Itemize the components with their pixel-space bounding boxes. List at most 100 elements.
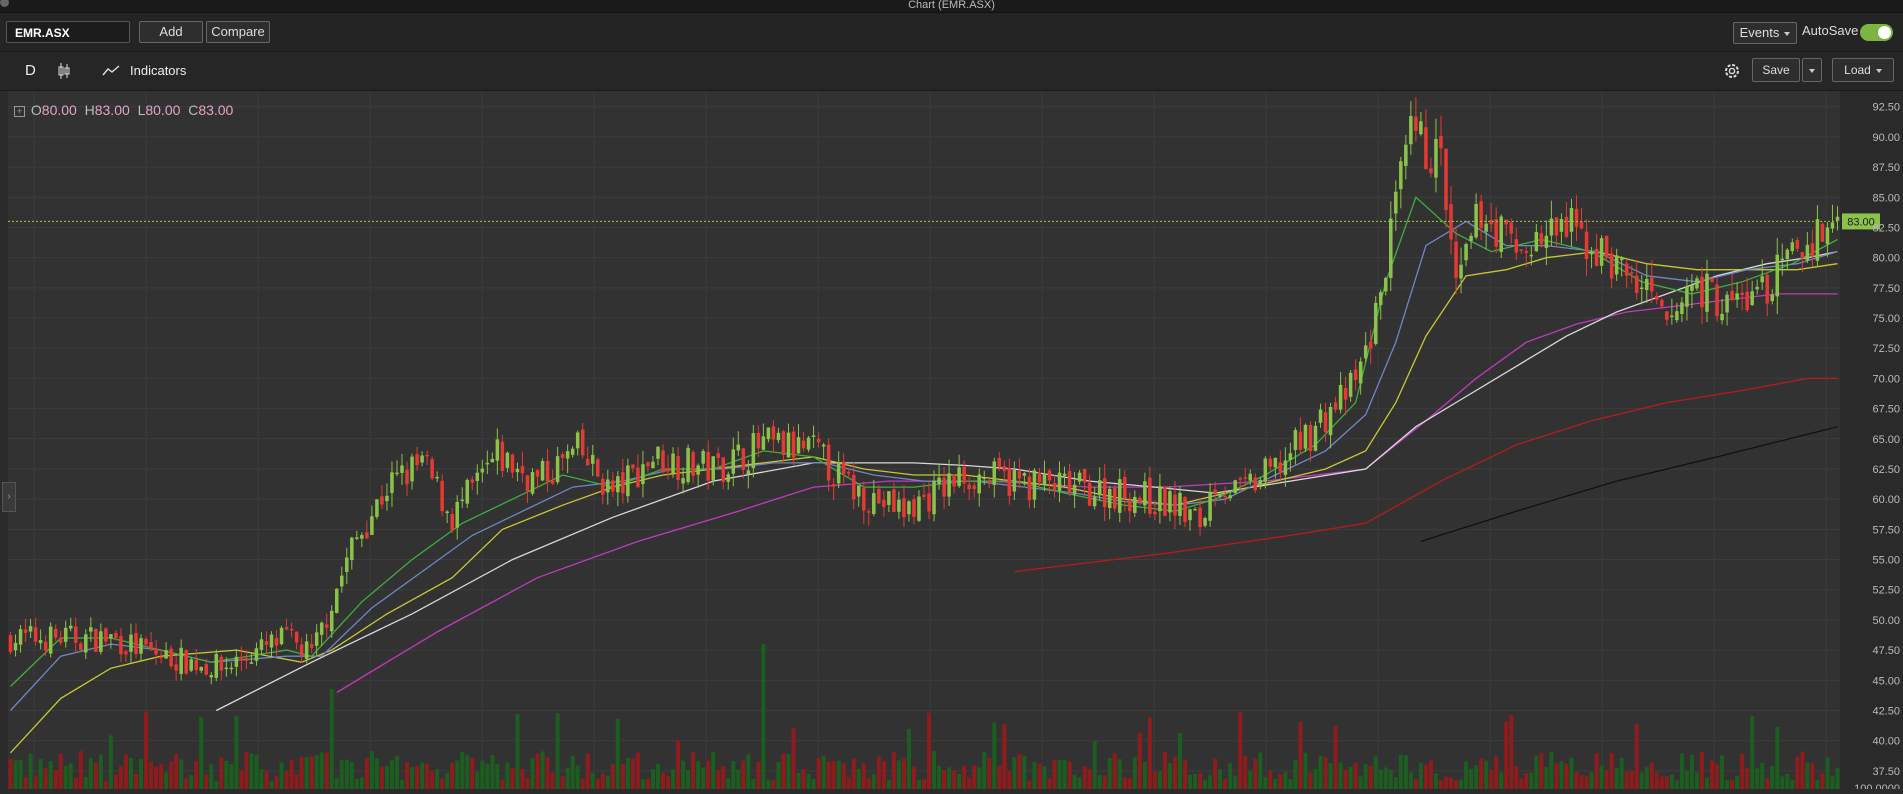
volume-bar xyxy=(1348,766,1353,789)
events-dropdown[interactable]: Events xyxy=(1733,22,1797,44)
candle-body xyxy=(1800,252,1805,259)
volume-bar xyxy=(1438,780,1443,789)
volume-bar xyxy=(1689,754,1694,789)
candle-body xyxy=(821,444,826,447)
volume-bar xyxy=(1358,776,1363,789)
volume-bar xyxy=(1077,777,1082,789)
volume-bar xyxy=(108,735,113,789)
candle-body xyxy=(1624,263,1629,276)
volume-bar xyxy=(1755,768,1760,789)
compare-button[interactable]: Compare xyxy=(206,21,270,43)
volume-bar xyxy=(1815,779,1820,789)
volume-bar xyxy=(123,754,128,789)
candle-body xyxy=(701,451,705,464)
candle-body xyxy=(1715,284,1719,317)
volume-bar xyxy=(430,770,435,789)
candle-body xyxy=(345,557,349,572)
candle-body xyxy=(1208,491,1212,521)
load-label: Load xyxy=(1844,63,1871,77)
volume-bar xyxy=(1102,775,1107,789)
candle-body xyxy=(897,499,901,512)
volume-bar xyxy=(1770,765,1775,789)
volume-bar xyxy=(1223,778,1228,789)
y-tick-label: 57.50 xyxy=(1872,524,1900,536)
add-button[interactable]: Add xyxy=(139,21,203,43)
candle-body xyxy=(952,474,956,487)
candle-body xyxy=(1454,241,1458,278)
volume-bar xyxy=(1529,772,1534,789)
candle-body xyxy=(1594,248,1599,266)
candle-body xyxy=(1494,219,1498,247)
chevron-down-icon xyxy=(1809,68,1815,73)
expand-icon[interactable]: + xyxy=(14,106,25,117)
volume-bar xyxy=(249,753,254,789)
candle-body xyxy=(1815,219,1820,261)
gear-icon[interactable] xyxy=(1722,61,1742,81)
candle-body xyxy=(731,449,736,474)
candle-body xyxy=(355,537,359,539)
chart-area[interactable]: 83.00 92.50 90.00 87.50 85.00 82.50 80.00 77.5… xyxy=(8,91,1903,794)
candle-body xyxy=(1203,517,1207,526)
period-selector[interactable]: D xyxy=(25,62,36,79)
load-dropdown[interactable]: Load xyxy=(1832,58,1894,82)
volume-bar xyxy=(691,751,696,789)
candle-body xyxy=(1735,293,1739,300)
candle-body xyxy=(1584,231,1589,260)
candle-body xyxy=(1017,471,1022,479)
candle-body xyxy=(1529,254,1534,257)
panel-expand-handle[interactable]: › xyxy=(2,482,16,512)
candle-body xyxy=(1062,473,1067,476)
window-control-icon[interactable] xyxy=(0,0,9,7)
volume-bar xyxy=(997,766,1002,789)
volume-bar xyxy=(1449,777,1454,789)
candle-body xyxy=(726,474,731,482)
volume-bar xyxy=(1594,753,1599,789)
volume-bar xyxy=(1569,758,1574,789)
autosave-toggle[interactable] xyxy=(1860,24,1893,41)
candle-body xyxy=(63,627,68,642)
y-tick-label: 52.50 xyxy=(1872,585,1900,597)
candle-body xyxy=(932,480,936,515)
candle-body xyxy=(43,641,48,651)
volume-bar xyxy=(1112,753,1117,789)
candle-body xyxy=(48,626,53,654)
candle-body xyxy=(816,438,821,443)
volume-bar xyxy=(1534,755,1539,789)
volume-bar xyxy=(1293,760,1298,789)
volume-bar xyxy=(977,767,982,789)
candle-style-icon[interactable] xyxy=(57,62,71,80)
volume-bar xyxy=(169,761,174,789)
candle-body xyxy=(1655,295,1659,300)
volume-bar xyxy=(1539,753,1544,789)
volume-bar xyxy=(269,780,274,789)
candle-body xyxy=(1665,311,1669,320)
candle-body xyxy=(184,650,188,674)
symbol-input[interactable]: EMR.ASX xyxy=(6,21,130,43)
candle-body xyxy=(1765,274,1769,304)
save-button[interactable]: Save xyxy=(1752,58,1800,82)
volume-bar xyxy=(1233,775,1238,789)
price-chart[interactable]: 83.00 92.50 90.00 87.50 85.00 82.50 80.00 77.5… xyxy=(8,91,1903,794)
y-tick-label: 45.00 xyxy=(1872,675,1900,687)
open-label: O xyxy=(30,102,42,118)
save-options-button[interactable] xyxy=(1802,58,1822,82)
candle-body xyxy=(656,446,660,459)
candle-body xyxy=(1193,509,1197,511)
volume-bar xyxy=(761,644,766,789)
indicators-button[interactable]: Indicators xyxy=(130,63,187,78)
candle-body xyxy=(460,499,464,502)
volume-bar xyxy=(575,765,580,789)
volume-bar xyxy=(881,760,886,789)
candle-body xyxy=(274,637,279,646)
candle-body xyxy=(1158,486,1162,512)
volume-bar xyxy=(640,779,645,789)
volume-bar xyxy=(1258,752,1263,789)
volume-bar xyxy=(28,753,33,789)
candle-body xyxy=(490,458,495,463)
candle-body xyxy=(927,493,931,512)
volume-bar xyxy=(374,758,379,789)
y-tick-label: 70.00 xyxy=(1872,373,1900,385)
candle-body xyxy=(400,465,404,473)
candle-body xyxy=(1444,148,1448,210)
volume-bar xyxy=(1639,772,1644,789)
